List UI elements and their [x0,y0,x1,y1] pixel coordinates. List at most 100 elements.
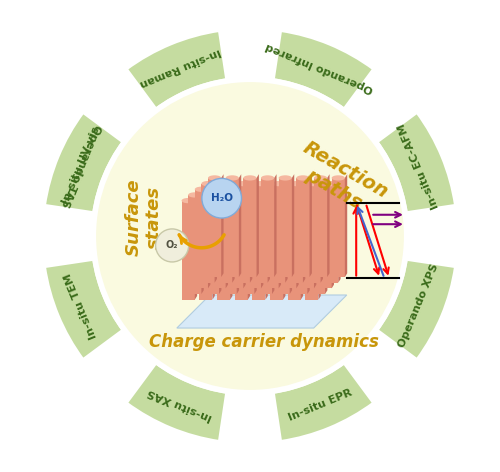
Bar [261,178,274,277]
Polygon shape [310,174,312,277]
Polygon shape [268,180,270,283]
Ellipse shape [261,175,274,181]
Bar [241,195,254,294]
Wedge shape [44,112,123,212]
Ellipse shape [276,192,289,198]
Ellipse shape [202,181,214,186]
Ellipse shape [182,198,195,203]
Wedge shape [44,260,123,360]
Polygon shape [232,180,234,283]
Ellipse shape [217,198,230,203]
Polygon shape [318,197,321,300]
Ellipse shape [318,186,332,192]
Polygon shape [320,180,323,283]
Polygon shape [239,174,241,277]
Ellipse shape [283,186,296,192]
Polygon shape [274,174,276,277]
Bar [272,184,285,283]
Ellipse shape [296,175,310,181]
Ellipse shape [314,175,327,181]
Polygon shape [266,197,268,300]
Ellipse shape [244,175,256,181]
Polygon shape [195,197,197,300]
Polygon shape [308,191,310,294]
Ellipse shape [199,198,212,203]
Bar [332,178,345,277]
Ellipse shape [332,175,345,181]
Polygon shape [332,185,334,288]
Ellipse shape [224,192,236,198]
Polygon shape [208,185,210,288]
Bar [206,195,219,294]
Ellipse shape [325,181,338,186]
Bar [212,189,226,288]
Ellipse shape [212,186,226,192]
Bar [325,184,338,283]
Ellipse shape [226,175,239,181]
Polygon shape [230,197,232,300]
Ellipse shape [248,186,261,192]
Polygon shape [283,197,286,300]
Polygon shape [314,185,316,288]
Polygon shape [250,180,252,283]
Text: In-situ Raman: In-situ Raman [138,46,222,88]
Text: O₂: O₂ [166,240,178,251]
Ellipse shape [252,198,266,203]
Bar [226,178,239,277]
Polygon shape [202,191,203,294]
Text: Surface
states: Surface states [124,178,163,256]
Bar [276,195,289,294]
Text: H₂O: H₂O [210,193,233,203]
Bar [312,195,325,294]
Ellipse shape [312,192,325,198]
Bar [301,189,314,288]
Bar [290,184,303,283]
Polygon shape [226,185,228,288]
Bar [195,189,208,288]
Polygon shape [261,185,264,288]
Bar [314,178,327,277]
Bar [278,178,292,277]
Polygon shape [301,197,303,300]
Text: Operando TAS: Operando TAS [60,123,102,209]
Text: Charge carrier dynamics: Charge carrier dynamics [149,333,379,351]
Text: In-situ EPR: In-situ EPR [286,388,354,422]
Polygon shape [303,180,306,283]
Bar [305,201,318,300]
Ellipse shape [219,181,232,186]
Bar [199,201,212,300]
Polygon shape [296,185,298,288]
Polygon shape [236,191,239,294]
Polygon shape [219,191,222,294]
Bar [266,189,278,288]
Polygon shape [286,180,288,283]
Circle shape [156,229,188,262]
Bar [318,189,332,288]
Polygon shape [338,180,340,283]
Text: In-situ XAS: In-situ XAS [146,387,214,423]
Bar [182,201,195,300]
Text: Operando XPS: Operando XPS [397,262,441,349]
Polygon shape [214,180,217,283]
Ellipse shape [288,198,301,203]
Ellipse shape [241,192,254,198]
Bar [244,178,256,277]
Polygon shape [244,185,246,288]
Ellipse shape [308,181,320,186]
Bar [236,184,250,283]
Bar [259,195,272,294]
Ellipse shape [270,198,283,203]
Circle shape [94,80,406,392]
Polygon shape [177,295,347,328]
Polygon shape [278,185,281,288]
Wedge shape [377,260,456,360]
Bar [234,201,248,300]
Ellipse shape [305,198,318,203]
Wedge shape [44,112,123,212]
Ellipse shape [266,186,278,192]
Ellipse shape [236,181,250,186]
Bar [248,189,261,288]
Ellipse shape [195,186,208,192]
Polygon shape [254,191,256,294]
Ellipse shape [208,175,221,181]
